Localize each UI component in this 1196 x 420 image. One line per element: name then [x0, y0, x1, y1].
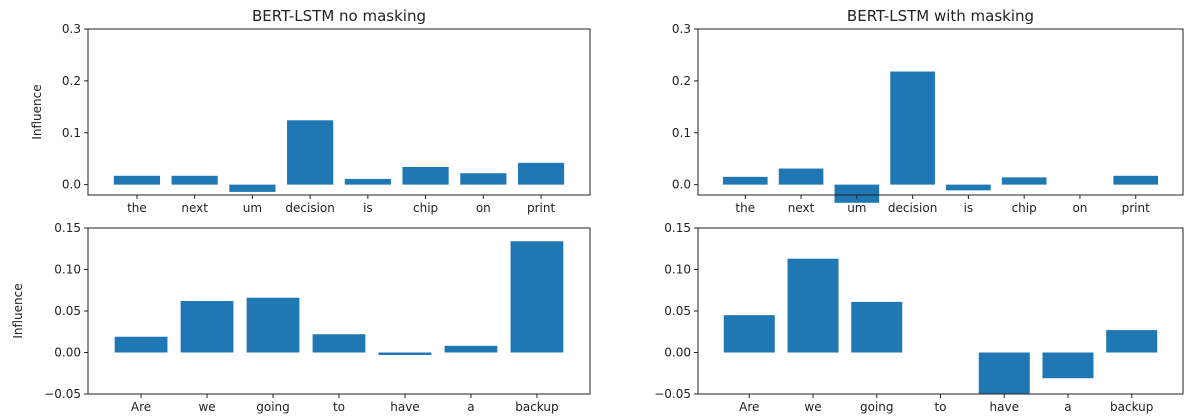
bar-chip: [1001, 177, 1047, 185]
bar-Are: [114, 336, 168, 353]
bar-decision: [287, 120, 334, 185]
bar-next: [778, 168, 824, 185]
x-tick-label-decision: decision: [888, 201, 937, 215]
x-tick-label-Are: Are: [739, 400, 759, 414]
y-tick-label: 0.2: [62, 74, 81, 88]
chart-title: BERT-LSTM no masking: [252, 7, 426, 25]
y-tick-label: 0.0: [672, 178, 691, 192]
bar-um: [229, 184, 276, 192]
bar-a: [444, 345, 498, 353]
x-tick-label-next: next: [181, 201, 208, 215]
bar-we: [180, 301, 234, 353]
x-tick-label-we: we: [804, 400, 821, 414]
bar-backup: [510, 241, 564, 353]
bar-have: [978, 352, 1030, 394]
bar-have: [378, 352, 432, 355]
y-tick-label: 0.05: [664, 304, 691, 318]
x-tick-label-to: to: [333, 400, 345, 414]
x-tick-label-is: is: [964, 201, 974, 215]
bar-backup: [1106, 330, 1158, 353]
bar-print: [1113, 175, 1159, 185]
x-tick-label-print: print: [1122, 201, 1150, 215]
axes-frame: [697, 28, 1184, 196]
bar-next: [171, 175, 218, 185]
x-tick-label-have: have: [990, 400, 1019, 414]
bar-print: [517, 162, 565, 185]
x-tick-label-um: um: [847, 201, 866, 215]
y-tick-label: 0.1: [62, 126, 81, 140]
x-tick-label-backup: backup: [1110, 400, 1153, 414]
x-tick-label-chip: chip: [1012, 201, 1037, 215]
y-tick-label: 0.3: [672, 22, 691, 36]
x-tick-label-backup: backup: [515, 400, 558, 414]
x-tick-label-have: have: [390, 400, 419, 414]
y-tick-label: 0.3: [62, 22, 81, 36]
bar-a: [1042, 352, 1094, 379]
y-tick-label: 0.05: [54, 304, 81, 318]
x-tick-label-the: the: [127, 201, 147, 215]
bar-to: [312, 334, 366, 353]
bar-going: [246, 297, 300, 353]
y-tick-label: −0.05: [44, 387, 81, 401]
x-tick-label-going: going: [256, 400, 290, 414]
x-tick-label-Are: Are: [131, 400, 151, 414]
bar-is: [344, 178, 391, 185]
y-tick-label: 0.10: [664, 263, 691, 277]
x-tick-label-on: on: [476, 201, 491, 215]
chart-panel-3: −0.05 0.00 0.05 0.10 0.15 Are we going to have a ba…: [11, 221, 591, 414]
bar-Are: [723, 315, 775, 353]
chart-panel-2: 0.0 0.1 0.2 0.3 the next um decision is chip on pri…: [672, 7, 1184, 215]
chart-title: BERT-LSTM with masking: [847, 7, 1034, 25]
x-tick-label-on: on: [1072, 201, 1087, 215]
x-tick-label-going: going: [860, 400, 894, 414]
x-tick-label-print: print: [527, 201, 555, 215]
bar-going: [851, 301, 903, 353]
bar-decision: [890, 71, 935, 185]
x-tick-label-is: is: [363, 201, 373, 215]
y-tick-label: 0.00: [664, 346, 691, 360]
y-tick-label: 0.00: [54, 346, 81, 360]
bar-the: [113, 175, 161, 185]
bar-on: [460, 173, 507, 185]
x-tick-label-the: the: [735, 201, 755, 215]
x-tick-label-next: next: [788, 201, 815, 215]
y-tick-label: 0.0: [62, 178, 81, 192]
bar-the: [722, 176, 768, 185]
axes-frame: [87, 28, 591, 196]
y-tick-label: −0.05: [654, 387, 691, 401]
x-tick-label-um: um: [243, 201, 262, 215]
y-tick-label: 0.10: [54, 263, 81, 277]
y-tick-label: 0.1: [672, 126, 691, 140]
x-tick-label-decision: decision: [285, 201, 334, 215]
x-tick-label-to: to: [934, 400, 946, 414]
axes-frame: [697, 227, 1184, 395]
bar-is: [946, 184, 991, 191]
y-axis-label: Influence: [11, 283, 25, 338]
y-tick-label: 0.2: [672, 74, 691, 88]
x-tick-label-a: a: [467, 400, 474, 414]
bar-we: [787, 258, 839, 353]
x-tick-label-chip: chip: [413, 201, 438, 215]
x-tick-label-we: we: [198, 400, 215, 414]
y-tick-label: 0.15: [664, 221, 691, 235]
bar-um: [834, 184, 880, 203]
chart-panel-1: 0.0 0.1 0.2 0.3 the next um decision is chip on pri…: [30, 7, 591, 215]
y-axis-label: Influence: [30, 84, 44, 139]
bar-chip: [402, 166, 449, 185]
chart-panel-4: −0.05 0.00 0.05 0.10 0.15 Are we going to have a ba…: [654, 221, 1184, 414]
y-tick-label: 0.15: [54, 221, 81, 235]
x-tick-label-a: a: [1064, 400, 1071, 414]
